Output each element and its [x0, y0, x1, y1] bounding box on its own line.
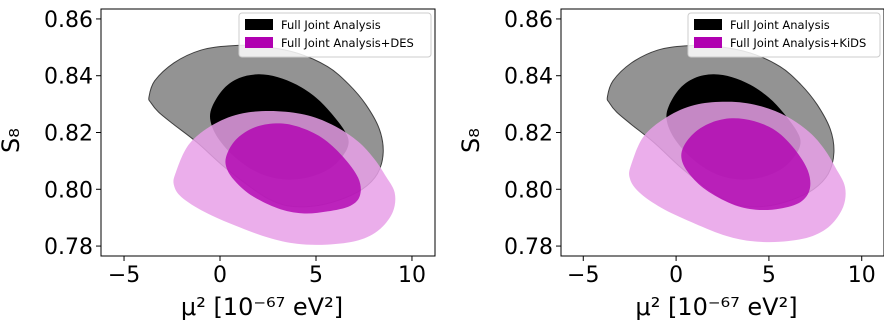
- y-tick-label: 0.78: [504, 235, 553, 260]
- legend-swatch-1: [694, 37, 722, 48]
- y-tick-label: 0.82: [504, 122, 553, 147]
- x-axis-label: μ² [10⁻⁶⁷ eV²]: [635, 293, 797, 321]
- x-tick-label: 0: [669, 263, 683, 288]
- legend-label-0: Full Joint Analysis: [281, 18, 381, 32]
- y-tick-label: 0.84: [504, 65, 553, 90]
- contour-1sigma-series-1: [681, 118, 811, 211]
- y-tick-label: 0.82: [44, 122, 93, 147]
- x-tick-label: 5: [762, 263, 776, 288]
- legend-label-1: Full Joint Analysis+KiDS: [730, 36, 866, 50]
- x-tick-label: 10: [848, 263, 876, 288]
- y-tick-label: 0.80: [504, 178, 553, 203]
- x-tick-label: 0: [213, 263, 227, 288]
- legend-swatch-1: [245, 37, 273, 48]
- legend-swatch-0: [245, 19, 273, 30]
- y-tick-label: 0.86: [504, 8, 553, 33]
- x-tick-label: 5: [309, 263, 323, 288]
- y-tick-label: 0.84: [44, 65, 93, 90]
- legend-box: [238, 12, 432, 58]
- x-tick-label: −5: [108, 263, 140, 288]
- left-panel: −5 0 5 10 0.78 0.80 0.82 0.84 0.86 μ² [10⁻⁶⁷ eV²]…: [0, 8, 436, 321]
- contour-1sigma-series-1: [225, 123, 361, 214]
- y-axis-label: S₈: [0, 128, 25, 153]
- legend-box: [687, 12, 881, 58]
- legend-label-1: Full Joint Analysis+DES: [281, 36, 414, 50]
- x-tick-label: −5: [567, 263, 599, 288]
- y-tick-label: 0.78: [44, 235, 93, 260]
- y-tick-label: 0.86: [44, 8, 93, 33]
- x-tick-label: 10: [398, 263, 426, 288]
- legend: Full Joint Analysis Full Joint Analysis+K…: [687, 12, 881, 58]
- plot-area: [606, 44, 846, 243]
- legend-swatch-0: [694, 19, 722, 30]
- plot-area: [148, 44, 396, 245]
- y-tick-label: 0.80: [44, 178, 93, 203]
- legend: Full Joint Analysis Full Joint Analysis+D…: [238, 12, 432, 58]
- legend-label-0: Full Joint Analysis: [730, 18, 830, 32]
- x-axis-label: μ² [10⁻⁶⁷ eV²]: [181, 293, 343, 321]
- right-panel: −5 0 5 10 0.78 0.80 0.82 0.84 0.86 μ² [10⁻⁶⁷ eV²]…: [457, 8, 884, 321]
- y-axis-label: S₈: [457, 128, 485, 153]
